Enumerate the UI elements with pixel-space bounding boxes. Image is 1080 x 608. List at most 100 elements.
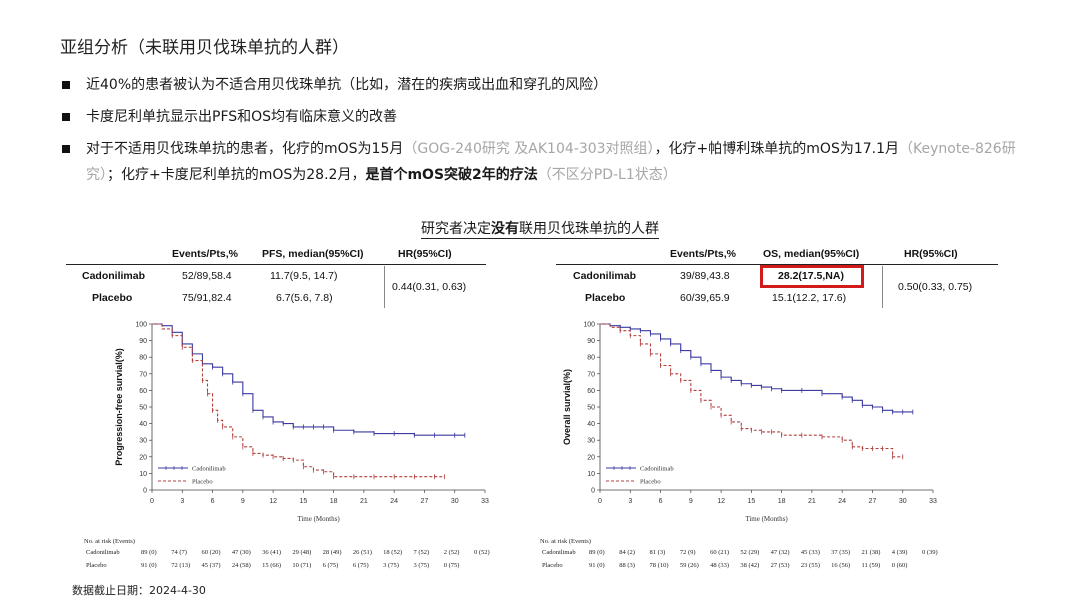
- pfs-risk-cell: 10 (71): [292, 562, 312, 569]
- pfs-risk-cell: 15 (66): [262, 562, 282, 569]
- pfs-x-tick-label: 18: [330, 498, 338, 505]
- pfs-risk-cell: 0 (75): [443, 562, 460, 569]
- bullet-text: 卡度尼利单抗显示出PFS和OS均有临床意义的改善: [86, 109, 398, 125]
- section-title: 研究者决定没有联用贝伐珠单抗的人群: [0, 218, 1080, 239]
- pfs-x-tick-label: 12: [269, 498, 277, 505]
- pfs-x-tick-label: 0: [150, 498, 154, 505]
- pfs-y-axis-label: Progression-free survial(%): [114, 348, 124, 466]
- os-hazard-ratio: 0.50(0.33, 0.75): [898, 281, 973, 293]
- pfs-y-tick-label: 20: [139, 454, 147, 461]
- os-median-highlight-box: [760, 265, 864, 288]
- pfs-table-divider: [384, 266, 385, 308]
- square-bullet-icon: [62, 145, 70, 153]
- os-row-median: 15.1(12.2, 17.6): [772, 292, 847, 304]
- os-y-tick-label: 60: [587, 388, 595, 395]
- os-legend-label: Cadonilimab: [640, 466, 674, 473]
- bullet-text-gray: （不区分PD-L1状态）: [537, 167, 677, 183]
- os-risk-row-label: Placebo: [542, 562, 563, 569]
- pfs-row-events: 75/91,82.4: [182, 292, 232, 304]
- pfs-x-axis-label: Time (Months): [297, 515, 340, 523]
- pfs-row-median: 6.7(5.6, 7.8): [276, 292, 333, 304]
- pfs-risk-cell: 3 (75): [413, 562, 430, 569]
- pfs-y-tick-label: 10: [139, 471, 147, 478]
- pfs-x-tick-label: 24: [390, 498, 398, 505]
- os-x-tick-label: 15: [747, 498, 755, 505]
- os-row-events: 39/89,43.8: [680, 270, 730, 282]
- os-x-tick-label: 3: [628, 498, 632, 505]
- bullet-text: ；化疗+卡度尼利单抗的mOS为28.2月，: [107, 167, 366, 183]
- pfs-risk-cell: 45 (37): [201, 562, 221, 569]
- os-y-tick-label: 70: [587, 371, 595, 378]
- os-risk-cell: 91 (0): [589, 562, 605, 569]
- os-y-tick-label: 30: [587, 438, 595, 445]
- pfs-series-cadonilimab: [152, 323, 465, 436]
- os-header-median: OS, median(95%CI): [763, 248, 860, 260]
- pfs-y-tick-label: 90: [139, 338, 147, 345]
- pfs-risk-cell: 72 (13): [171, 562, 191, 569]
- section-title-part: 联用贝伐珠单抗的人群: [519, 221, 659, 237]
- data-cutoff-footnote: 数据截止日期：2024-4-30: [72, 584, 206, 597]
- pfs-x-tick-label: 27: [421, 498, 429, 505]
- os-x-tick-label: 30: [899, 498, 907, 505]
- os-x-tick-label: 0: [598, 498, 602, 505]
- os-risk-cell: 78 (10): [649, 562, 669, 569]
- pfs-x-tick-label: 30: [451, 498, 459, 505]
- pfs-y-tick-label: 100: [135, 322, 147, 329]
- pfs-row-label: Placebo: [92, 292, 133, 304]
- os-x-tick-label: 27: [869, 498, 877, 505]
- pfs-row-label: Cadonilimab: [82, 270, 146, 282]
- bullet-text: 近40%的患者被认为不适合用贝伐珠单抗（比如，潜在的疾病或出血和穿孔的风险）: [86, 77, 608, 93]
- os-y-tick-label: 20: [587, 454, 595, 461]
- pfs-y-tick-label: 80: [139, 355, 147, 362]
- os-y-tick-label: 90: [587, 338, 595, 345]
- pfs-x-tick-label: 33: [481, 498, 489, 505]
- bullet-list: 近40%的患者被认为不适合用贝伐珠单抗（比如，潜在的疾病或出血和穿孔的风险） 卡…: [60, 72, 1050, 194]
- bullet-text: ，化疗+帕博利珠单抗的mOS为17.1月: [654, 141, 900, 157]
- bullet-text: 对于不适用贝伐珠单抗的患者，化疗的mOS为15月: [86, 141, 404, 157]
- pfs-x-tick-label: 9: [241, 498, 245, 505]
- os-x-tick-label: 24: [838, 498, 846, 505]
- os-y-tick-label: 40: [587, 421, 595, 428]
- pfs-y-tick-label: 0: [143, 488, 147, 495]
- bullet-item: 卡度尼利单抗显示出PFS和OS均有临床意义的改善: [60, 104, 1050, 130]
- os-x-tick-label: 18: [778, 498, 786, 505]
- page-title: 亚组分析（未联用贝伐珠单抗的人群）: [60, 38, 349, 58]
- bullet-text-gray: （GOG-240研究 及AK104-303对照组）: [403, 141, 655, 157]
- os-risk-cell: 27 (53): [770, 562, 790, 569]
- pfs-y-tick-label: 50: [139, 405, 147, 412]
- pfs-risk-cell: 6 (75): [352, 562, 369, 569]
- pfs-risk-row-label: Placebo: [86, 562, 107, 569]
- os-y-tick-label: 50: [587, 405, 595, 412]
- pfs-risk-cell: 6 (75): [322, 562, 339, 569]
- os-row-label: Cadonilimab: [573, 270, 637, 282]
- pfs-x-tick-label: 3: [180, 498, 184, 505]
- square-bullet-icon: [62, 81, 70, 89]
- os-y-tick-label: 10: [587, 471, 595, 478]
- os-risk-cell: 23 (55): [800, 562, 820, 569]
- pfs-risk-cell: 24 (58): [231, 562, 251, 569]
- os-header-hr: HR(95%CI): [904, 248, 958, 260]
- os-x-axis-label: Time (Months): [745, 515, 788, 523]
- pfs-header-hr: HR(95%CI): [398, 248, 452, 260]
- bullet-text-bold: 是首个mOS突破2年的疗法: [365, 167, 538, 183]
- pfs-y-tick-label: 40: [139, 421, 147, 428]
- pfs-y-tick-label: 60: [139, 388, 147, 395]
- os-risk-cell: 16 (56): [831, 562, 851, 569]
- pfs-series-placebo: [152, 323, 445, 478]
- os-risk-cell: 59 (26): [679, 562, 699, 569]
- pfs-header-median: PFS, median(95%CI): [262, 248, 364, 260]
- pfs-y-tick-label: 70: [139, 371, 147, 378]
- pfs-header-events: Events/Pts,%: [172, 248, 238, 260]
- pfs-risk-cell: 91 (0): [141, 562, 157, 569]
- os-header-events: Events/Pts,%: [670, 248, 736, 260]
- pfs-x-tick-label: 21: [360, 498, 368, 505]
- os-x-tick-label: 6: [659, 498, 663, 505]
- square-bullet-icon: [62, 113, 70, 121]
- pfs-km-chart: 0 10 20 30 40 50 60 70 80 90 100 0 3 6 9 12 15 18 21 24 27 30…: [114, 322, 489, 524]
- pfs-hazard-ratio: 0.44(0.31, 0.63): [392, 281, 467, 293]
- os-risk-cell: 11 (59): [861, 562, 881, 569]
- pfs-row-median: 11.7(9.5, 14.7): [270, 270, 338, 282]
- pfs-legend-label: Cadonilimab: [192, 466, 226, 473]
- os-y-tick-label: 80: [587, 355, 595, 362]
- os-series-cadonilimab: [600, 323, 913, 413]
